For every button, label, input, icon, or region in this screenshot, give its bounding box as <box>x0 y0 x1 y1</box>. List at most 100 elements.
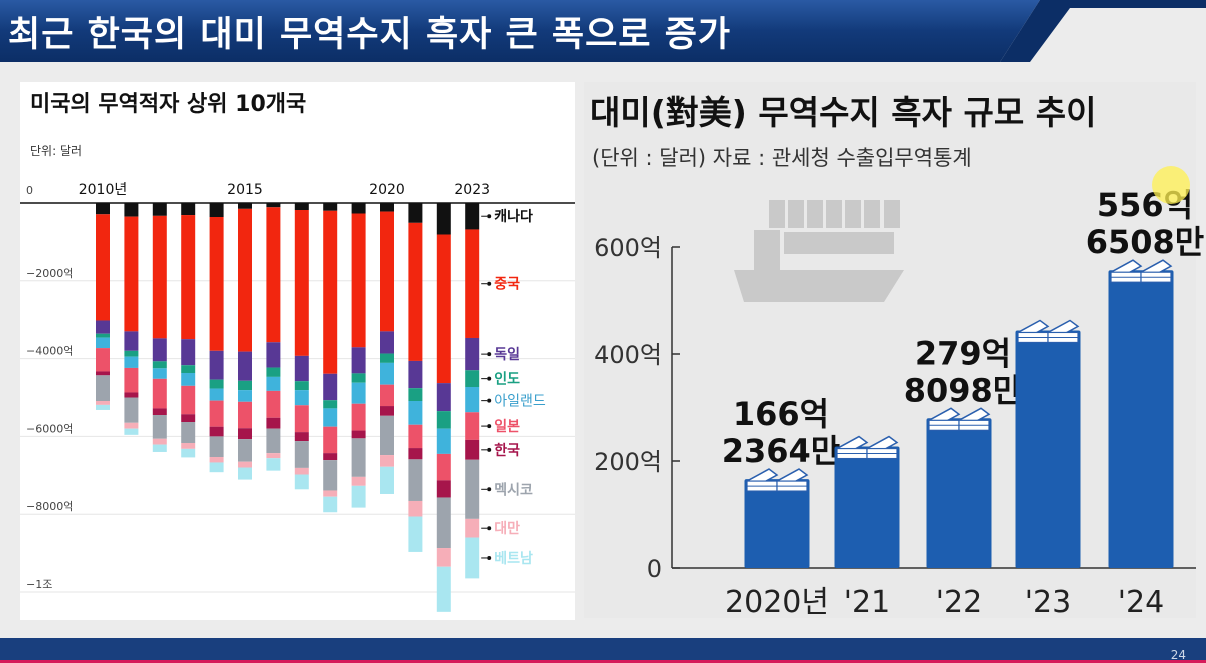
bar-segment <box>124 422 139 429</box>
legend-dot <box>487 447 492 452</box>
y-tick-label: 600억 <box>594 234 662 262</box>
bar-segment <box>323 373 338 401</box>
bar-segment <box>294 390 309 406</box>
bar-segment <box>266 428 281 454</box>
bar-segment <box>152 415 167 439</box>
bar-segment <box>465 229 480 338</box>
value-label: 279억 <box>915 334 1011 372</box>
bar-segment <box>124 397 139 423</box>
y-tick-label: 0 <box>26 184 33 197</box>
legend-dot <box>487 424 492 429</box>
bar-segment <box>380 466 394 494</box>
bar-segment <box>294 210 309 356</box>
bar-segment <box>408 516 423 552</box>
bar-segment <box>152 368 167 379</box>
bar-segment <box>436 203 451 235</box>
legend-dot <box>487 487 492 492</box>
bar-segment <box>294 381 309 391</box>
bar-segment <box>124 216 139 332</box>
legend-label: 캐나다 <box>494 209 533 225</box>
bar-segment <box>96 320 110 334</box>
slide-title: 최근 한국의 대미 무역수지 흑자 큰 폭으로 증가 <box>8 15 732 55</box>
bar-segment <box>152 444 167 452</box>
bar-segment <box>323 496 338 513</box>
bar-segment <box>238 380 252 391</box>
bar-segment <box>238 208 252 352</box>
bar-segment <box>181 385 196 415</box>
bar-segment <box>238 461 252 468</box>
money-stack-icon <box>745 468 809 492</box>
mouse-pointer-highlight <box>1152 166 1190 204</box>
money-stack-icon <box>835 435 899 460</box>
bar-segment <box>294 441 309 468</box>
bar-segment <box>266 453 281 459</box>
value-label: 6508만 <box>1086 223 1205 261</box>
bar-segment <box>351 213 366 348</box>
bar-segment <box>294 203 309 211</box>
bar-segment <box>465 337 480 371</box>
bar-segment <box>181 203 196 216</box>
value-label: 2364만 <box>722 432 841 470</box>
bar-segment <box>124 428 139 435</box>
page-number: 24 <box>1170 648 1186 662</box>
bar-segment <box>209 400 224 427</box>
money-stack-icon <box>1109 259 1173 283</box>
bar-segment <box>380 203 394 212</box>
bar-segment <box>408 500 423 517</box>
bar-segment <box>323 426 338 454</box>
bar-segment <box>323 210 338 374</box>
bar-segment <box>238 390 252 402</box>
bar-segment <box>465 203 480 230</box>
bar-segment <box>294 355 309 382</box>
bar-segment <box>380 384 394 407</box>
left-chart-title: 미국의 무역적자 상위 10개국 <box>30 92 307 117</box>
value-label: 166억 <box>733 395 829 433</box>
bar-segment <box>323 460 338 491</box>
x-tick-label: 2020 <box>369 182 405 198</box>
bar-segment <box>294 405 309 433</box>
legend-label: 아일랜드 <box>494 394 546 410</box>
x-tick-label: '23 <box>1025 585 1071 620</box>
legend-label: 독일 <box>494 347 520 363</box>
money-stack-icon <box>927 407 991 431</box>
us-deficit-chart: 0 −2000억 −4000억 −6000억 −8000억 −1조 2010년 2015 202… <box>20 182 575 612</box>
bar-segment <box>323 408 338 427</box>
bar-segment <box>266 207 281 343</box>
surplus-bar <box>1015 330 1081 568</box>
legend-label: 인도 <box>494 371 520 388</box>
bar-segment <box>266 458 281 471</box>
bar-segment <box>209 457 224 463</box>
y-tick-label: −4000억 <box>26 345 73 358</box>
x-tick-label: '22 <box>936 585 982 620</box>
bar-segment <box>266 203 281 208</box>
bar-segment <box>96 214 110 321</box>
bar-segment <box>238 401 252 429</box>
bar-segment <box>323 453 338 461</box>
bar-segment <box>294 432 309 442</box>
bar-segment <box>351 438 366 477</box>
bar-segment <box>323 490 338 497</box>
bar-segment <box>209 426 224 437</box>
bar-segment <box>181 422 196 444</box>
bar-segment <box>124 392 139 398</box>
bar-segment <box>408 203 423 223</box>
bar-segment <box>436 234 451 384</box>
bar-segment <box>266 417 281 429</box>
bar-segment <box>238 428 252 440</box>
bar-segment <box>181 443 196 449</box>
bar-segment <box>266 342 281 368</box>
bar-segment <box>351 430 366 439</box>
y-tick-label: −8000억 <box>26 500 73 513</box>
bar-segment <box>209 436 224 458</box>
bar-segment <box>96 401 110 405</box>
bar-segment <box>436 548 451 567</box>
footer-accent-line <box>0 660 1206 663</box>
bar-segment <box>436 497 451 549</box>
right-chart-title: 대미(對美) 무역수지 흑자 규모 추이 <box>590 93 1097 132</box>
bar-segment <box>380 455 394 467</box>
bar-segment <box>152 378 167 409</box>
bar-segment <box>209 203 224 218</box>
header-background <box>0 0 1206 62</box>
bar-segment <box>351 382 366 404</box>
bar-segment <box>181 215 196 340</box>
